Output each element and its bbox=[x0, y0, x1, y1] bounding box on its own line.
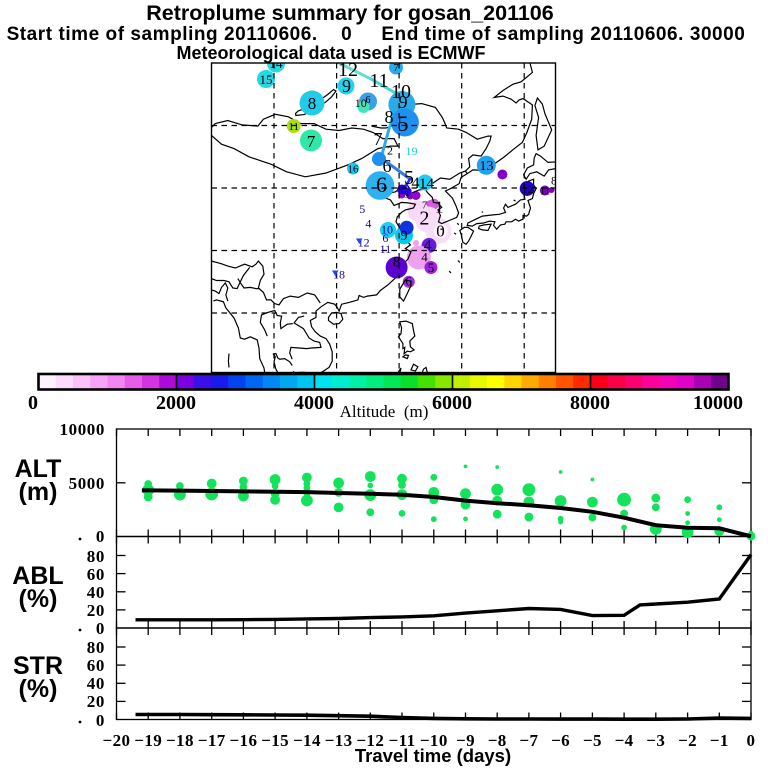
svg-text:ABL: ABL bbox=[12, 562, 63, 590]
svg-text:4000: 4000 bbox=[294, 392, 334, 414]
svg-text:ALT: ALT bbox=[15, 455, 62, 483]
svg-text:Travel time (days): Travel time (days) bbox=[355, 745, 511, 766]
svg-text:8: 8 bbox=[308, 94, 317, 113]
svg-text:8: 8 bbox=[393, 255, 401, 271]
svg-text:−4: −4 bbox=[615, 731, 634, 750]
svg-text:10000: 10000 bbox=[60, 420, 106, 439]
svg-text:10000: 10000 bbox=[693, 392, 743, 414]
svg-text:0: 0 bbox=[747, 731, 756, 750]
svg-text:11: 11 bbox=[380, 242, 392, 256]
svg-text:Start time of sampling 2011060: Start time of sampling 20110606. 0 End t… bbox=[7, 24, 746, 45]
svg-text:(%): (%) bbox=[19, 675, 58, 703]
svg-text:−16: −16 bbox=[229, 731, 257, 750]
svg-text:10: 10 bbox=[355, 96, 367, 110]
svg-text:7: 7 bbox=[374, 129, 383, 149]
svg-text:4: 4 bbox=[412, 175, 420, 192]
svg-text:−2: −2 bbox=[678, 731, 697, 750]
svg-text:2000: 2000 bbox=[156, 392, 196, 414]
svg-text:20: 20 bbox=[87, 692, 105, 711]
svg-text:11: 11 bbox=[540, 186, 551, 198]
svg-text:12: 12 bbox=[522, 182, 534, 196]
svg-text:6: 6 bbox=[405, 274, 412, 289]
svg-text:−8: −8 bbox=[488, 731, 507, 750]
svg-text:8: 8 bbox=[385, 107, 394, 127]
svg-text:0: 0 bbox=[436, 222, 445, 241]
svg-text:0: 0 bbox=[96, 619, 105, 638]
svg-text:Meteorological data used is EC: Meteorological data used is ECMWF bbox=[176, 43, 485, 63]
svg-text:−7: −7 bbox=[519, 731, 538, 750]
svg-text:4: 4 bbox=[424, 238, 432, 255]
svg-text:−1: −1 bbox=[710, 731, 729, 750]
svg-text:11: 11 bbox=[288, 121, 299, 133]
svg-text:5: 5 bbox=[359, 202, 365, 216]
svg-text:6: 6 bbox=[376, 172, 387, 197]
svg-text:(%): (%) bbox=[19, 585, 58, 613]
svg-text:2: 2 bbox=[387, 144, 393, 158]
svg-text:14: 14 bbox=[419, 176, 435, 192]
svg-text:−13: −13 bbox=[325, 731, 353, 750]
svg-text:15: 15 bbox=[260, 72, 273, 87]
svg-text:6000: 6000 bbox=[432, 392, 472, 414]
svg-text:5: 5 bbox=[398, 111, 409, 136]
svg-text:20: 20 bbox=[87, 601, 105, 620]
svg-text:8000: 8000 bbox=[570, 392, 610, 414]
svg-text:6: 6 bbox=[366, 95, 371, 106]
svg-text:2: 2 bbox=[419, 208, 429, 230]
svg-text:1: 1 bbox=[435, 198, 444, 217]
svg-text:19: 19 bbox=[406, 144, 418, 158]
svg-text:60: 60 bbox=[87, 656, 105, 675]
svg-text:3: 3 bbox=[404, 190, 409, 200]
svg-text:13: 13 bbox=[480, 159, 494, 174]
svg-text:10: 10 bbox=[381, 223, 393, 237]
svg-text:5000: 5000 bbox=[69, 474, 105, 493]
svg-text:−19: −19 bbox=[134, 731, 162, 750]
svg-text:0: 0 bbox=[96, 527, 105, 546]
svg-text:0: 0 bbox=[96, 711, 105, 730]
svg-text:−10: −10 bbox=[420, 731, 448, 750]
svg-text:80: 80 bbox=[87, 547, 105, 566]
svg-text:−9: −9 bbox=[456, 731, 475, 750]
svg-text:12: 12 bbox=[338, 59, 358, 81]
svg-text:−15: −15 bbox=[261, 731, 289, 750]
svg-text:Retroplume summary for gosan_2: Retroplume summary for gosan_201106 bbox=[146, 1, 554, 25]
svg-text:80: 80 bbox=[87, 638, 105, 657]
svg-text:−17: −17 bbox=[198, 731, 226, 750]
svg-text:0: 0 bbox=[28, 392, 38, 414]
svg-text:−18: −18 bbox=[166, 731, 194, 750]
svg-text:Altitude (m): Altitude (m) bbox=[340, 402, 429, 421]
svg-text:6: 6 bbox=[383, 156, 392, 176]
svg-text:6: 6 bbox=[382, 231, 388, 245]
svg-text:−3: −3 bbox=[646, 731, 665, 750]
svg-text:5: 5 bbox=[404, 167, 414, 189]
svg-text:9: 9 bbox=[342, 76, 351, 96]
svg-text:7: 7 bbox=[307, 132, 316, 151]
svg-text:8: 8 bbox=[551, 174, 557, 188]
svg-text:7: 7 bbox=[422, 201, 427, 212]
svg-text:4: 4 bbox=[421, 250, 428, 265]
svg-text:11: 11 bbox=[369, 70, 388, 92]
svg-text:60: 60 bbox=[87, 565, 105, 584]
svg-text:40: 40 bbox=[87, 674, 105, 693]
svg-text:7: 7 bbox=[393, 62, 399, 74]
svg-text:5: 5 bbox=[428, 260, 435, 275]
svg-text:−11: −11 bbox=[389, 731, 416, 750]
svg-text:1: 1 bbox=[397, 181, 402, 192]
svg-text:−12: −12 bbox=[356, 731, 384, 750]
svg-text:4: 4 bbox=[365, 217, 371, 231]
svg-text:40: 40 bbox=[87, 583, 105, 602]
svg-text:−5: −5 bbox=[583, 731, 602, 750]
svg-text:−14: −14 bbox=[293, 731, 321, 750]
svg-text:10: 10 bbox=[391, 81, 411, 103]
svg-text:14: 14 bbox=[270, 56, 284, 71]
svg-text:−6: −6 bbox=[551, 731, 570, 750]
svg-text:9: 9 bbox=[399, 92, 408, 112]
svg-text:−20: −20 bbox=[103, 731, 131, 750]
svg-text:(m): (m) bbox=[19, 478, 58, 506]
svg-text:7: 7 bbox=[500, 170, 505, 180]
svg-text:9: 9 bbox=[401, 229, 408, 244]
svg-text:STR: STR bbox=[13, 652, 63, 680]
svg-text:16: 16 bbox=[348, 164, 360, 176]
